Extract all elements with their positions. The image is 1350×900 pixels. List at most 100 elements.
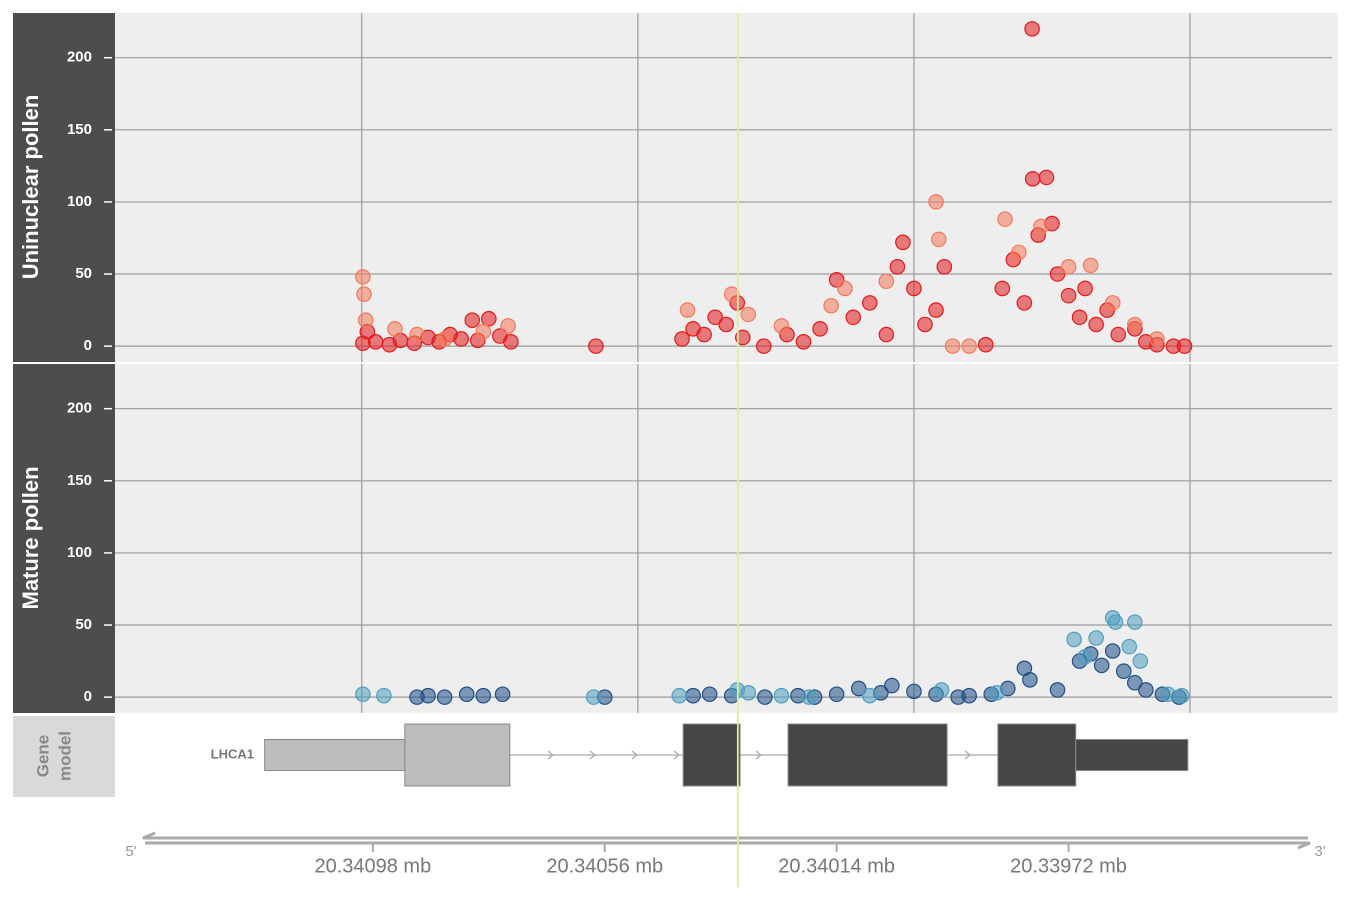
x-tick-label: 20.33972 mb — [1010, 855, 1127, 877]
gene-name: LHCA1 — [211, 746, 254, 761]
point — [355, 269, 371, 285]
point — [453, 331, 469, 347]
exon — [997, 723, 1077, 787]
point — [701, 686, 718, 703]
point — [1011, 244, 1027, 261]
point — [906, 683, 922, 700]
point — [1088, 630, 1104, 646]
point — [1149, 331, 1165, 347]
point — [930, 231, 947, 248]
point — [387, 321, 403, 337]
point — [773, 318, 790, 334]
point — [1138, 682, 1154, 698]
point — [801, 689, 817, 705]
point — [878, 326, 895, 343]
point — [1160, 686, 1176, 703]
point — [740, 685, 757, 701]
point — [936, 259, 953, 275]
panel-title: Mature pollen — [18, 466, 43, 609]
point — [988, 685, 1005, 701]
x-tick-label: 20.34056 mb — [546, 855, 663, 877]
point — [464, 312, 481, 328]
point — [928, 194, 944, 210]
point — [795, 334, 812, 350]
point — [977, 336, 994, 353]
point — [674, 331, 690, 347]
point — [1024, 21, 1040, 37]
point — [861, 687, 878, 704]
point — [1093, 657, 1110, 674]
point — [436, 689, 453, 705]
point — [1115, 663, 1132, 679]
point — [878, 273, 895, 290]
gene-strip — [13, 716, 115, 797]
point — [1088, 316, 1104, 333]
point — [812, 321, 828, 337]
series — [355, 21, 1193, 354]
point — [961, 338, 977, 354]
point — [481, 310, 497, 327]
y-tick-label: 100 — [67, 193, 92, 210]
exon — [682, 723, 741, 787]
point — [685, 687, 701, 704]
y-tick-label: 100 — [67, 544, 92, 561]
gene-strip-label: Gene — [33, 735, 52, 778]
series — [355, 610, 1190, 705]
y-tick-label: 200 — [67, 400, 92, 417]
point — [884, 677, 900, 694]
panel-background — [115, 364, 1338, 713]
point — [356, 286, 372, 303]
x-tick-label: 20.34014 mb — [778, 855, 895, 877]
y-tick-label: 50 — [75, 265, 92, 282]
exon — [404, 723, 511, 787]
strand-end: 5' — [125, 843, 136, 860]
point — [994, 280, 1011, 297]
y-tick-label: 200 — [67, 49, 92, 66]
point — [500, 318, 516, 334]
point — [944, 338, 961, 354]
point — [475, 323, 492, 340]
point — [1024, 171, 1041, 187]
point — [376, 687, 392, 704]
y-tick-label: 50 — [75, 616, 92, 633]
point — [409, 326, 425, 343]
point — [494, 686, 511, 703]
point — [1016, 295, 1033, 311]
point — [757, 689, 773, 705]
point — [1033, 218, 1049, 235]
panel-background — [115, 13, 1338, 362]
point — [1107, 614, 1124, 630]
y-tick-label: 0 — [84, 337, 92, 354]
point — [503, 334, 519, 350]
utr — [1075, 739, 1189, 771]
point — [1104, 295, 1121, 311]
point — [1071, 309, 1088, 326]
point — [718, 316, 735, 333]
point — [1022, 672, 1038, 688]
point — [420, 687, 436, 704]
point — [723, 286, 740, 303]
point — [1060, 259, 1077, 275]
point — [1173, 687, 1190, 704]
point — [436, 331, 453, 347]
panel-strip — [13, 364, 115, 713]
point — [961, 687, 977, 704]
exon — [787, 723, 948, 787]
point — [740, 306, 757, 323]
y-tick-label: 150 — [67, 472, 92, 489]
point — [1038, 169, 1055, 186]
panel-strip — [13, 13, 115, 362]
x-tick-label: 20.34098 mb — [314, 855, 431, 877]
point — [458, 686, 475, 703]
y-tick-label: 0 — [84, 688, 92, 705]
point — [588, 338, 604, 354]
point — [367, 334, 384, 350]
point — [355, 686, 371, 703]
point — [357, 312, 374, 328]
point — [734, 329, 751, 346]
point — [845, 309, 862, 326]
gene-strip-label: model — [55, 731, 74, 781]
point — [585, 689, 602, 705]
point — [1060, 287, 1077, 304]
